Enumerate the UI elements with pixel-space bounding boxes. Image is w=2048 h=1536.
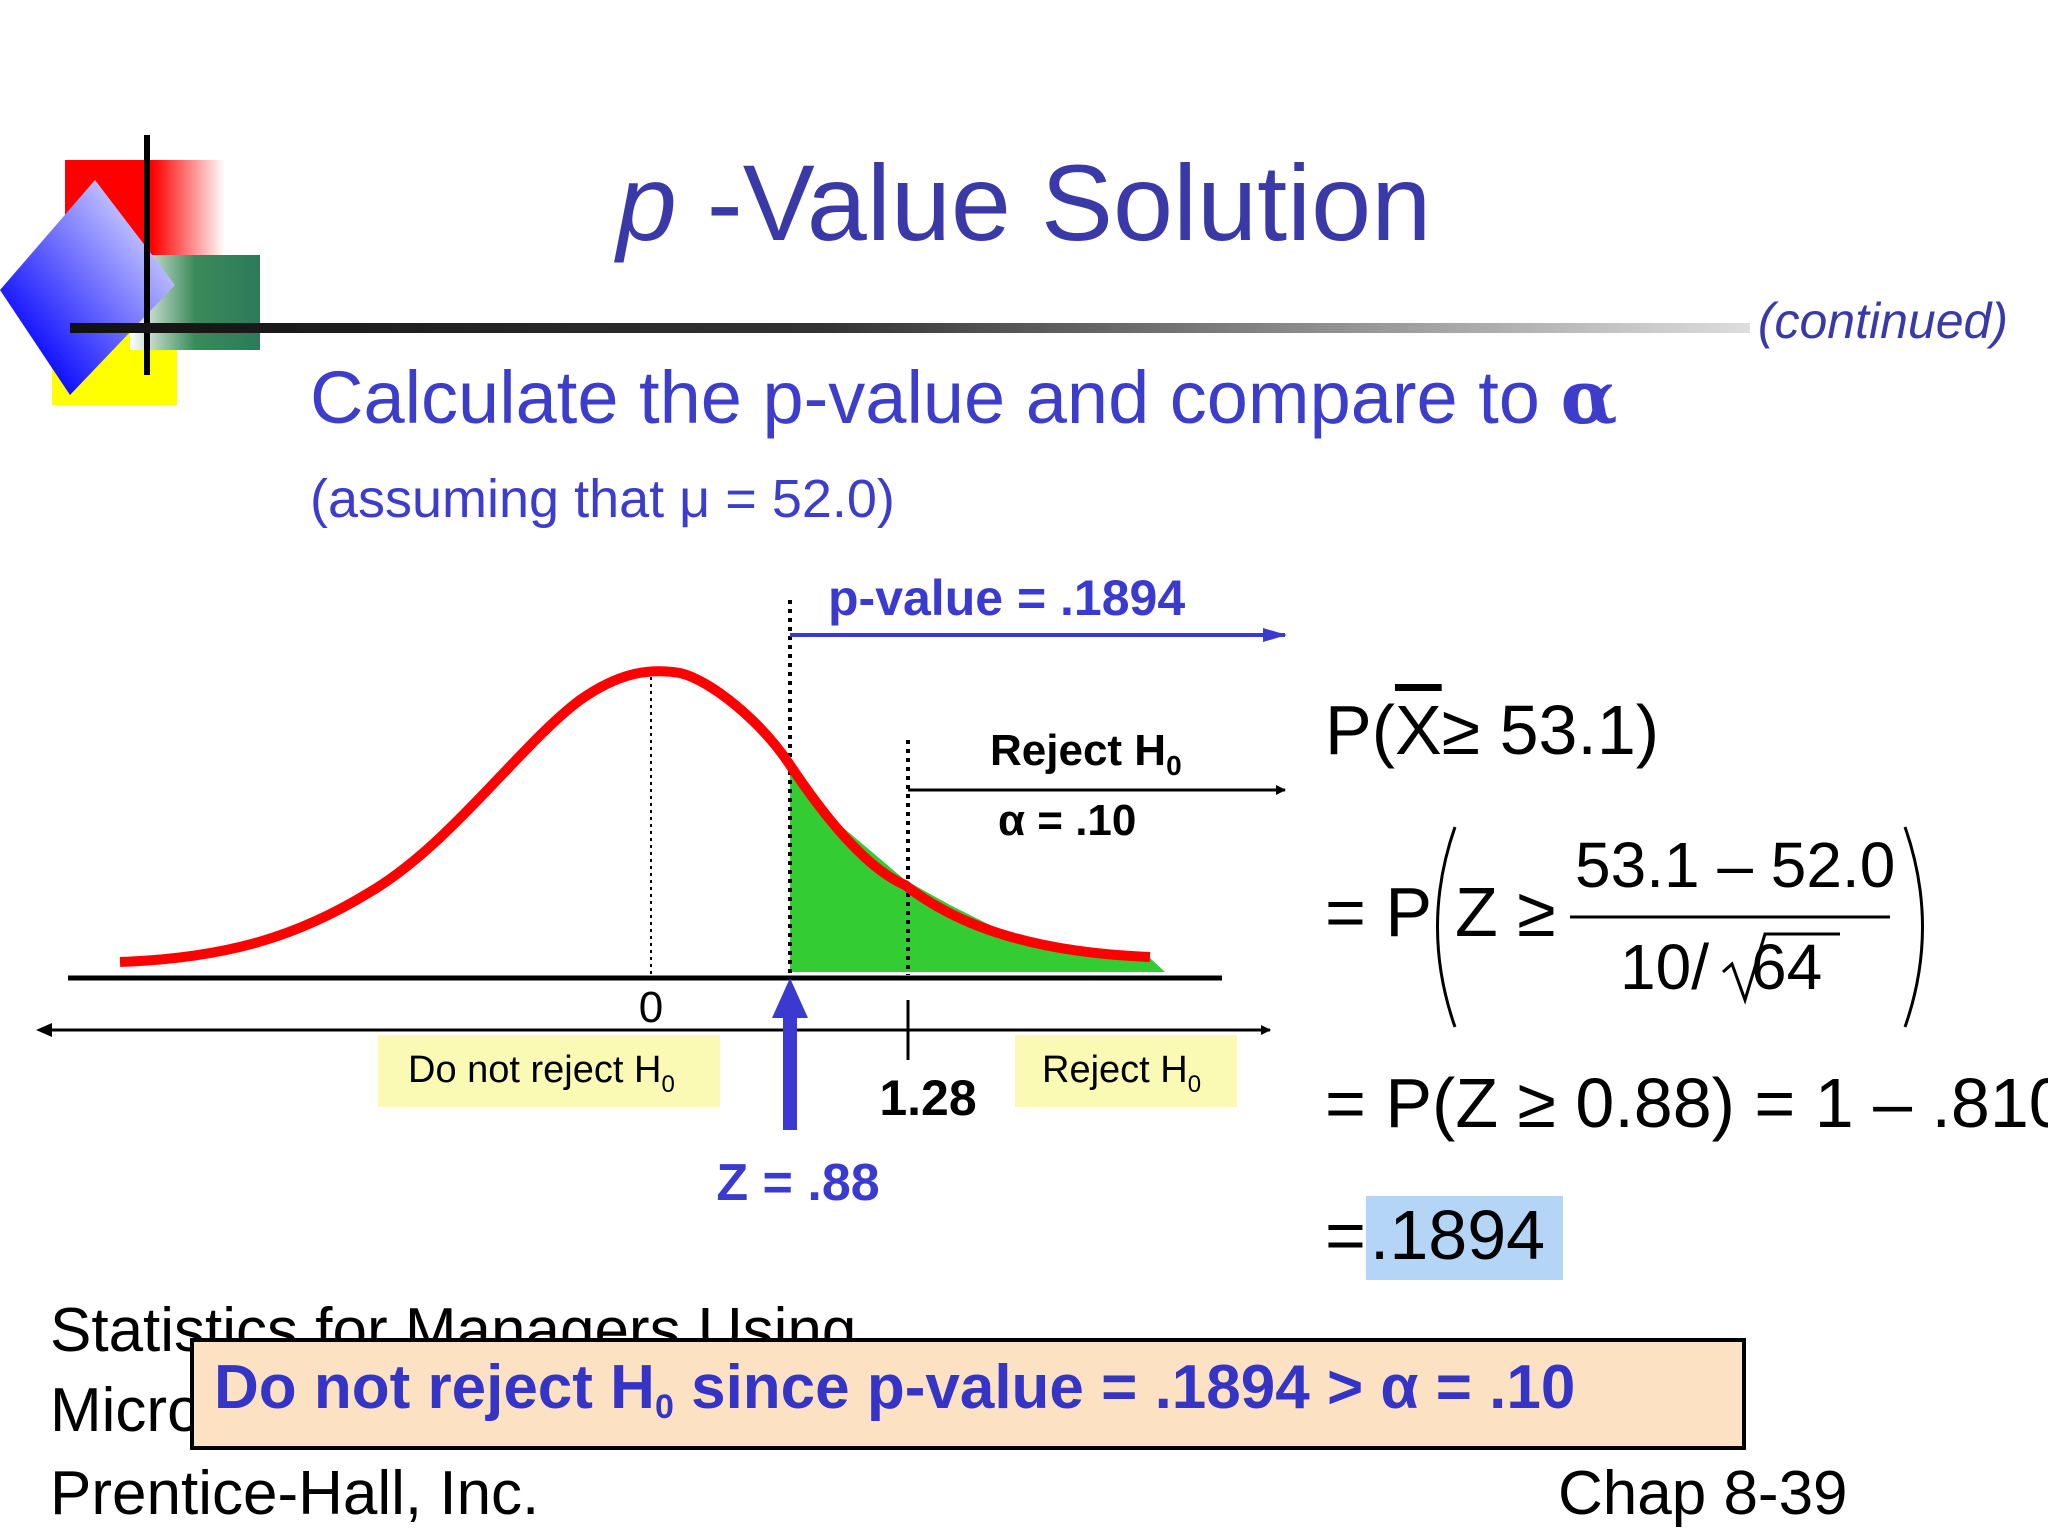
subtitle: Calculate the p-value and compare to α	[310, 355, 1618, 441]
z-axis-left-head	[36, 1023, 52, 1037]
chapter-label: Chap 8-39	[1558, 1459, 1848, 1528]
page-title: p -Value Solution	[616, 142, 1432, 263]
equation-line-3: = P(Z ≥ 0.88) = 1 – .8106	[1325, 1064, 2048, 1142]
reject-box-label: Reject H0	[1042, 1049, 1201, 1098]
assumption-note: (assuming that μ = 52.0)	[310, 469, 895, 529]
reject-box	[1015, 1035, 1237, 1107]
equation-line-4: =.1894	[1325, 1195, 1564, 1280]
continued-note: (continued)	[1757, 293, 2008, 349]
normal-distribution-diagram: p-value = .1894 Reject H0 α = .10 0 Do n…	[36, 570, 1287, 1212]
normal-curve	[119, 666, 1151, 967]
title-rule	[70, 323, 1750, 333]
shaded-region	[790, 765, 1165, 972]
conclusion-box: Do not reject H0 since p-value = .1894 >…	[190, 1338, 1746, 1450]
alpha-label: α = .10	[998, 796, 1136, 845]
equation-fraction-denominator: 10/64	[1620, 931, 1823, 1003]
equation-line-1: P(X≥ 53.1)	[1325, 691, 1660, 769]
critical-value-label: 1.28	[879, 1070, 976, 1126]
equation-fraction-numerator: 53.1 – 52.0	[1575, 829, 1896, 901]
pvalue-highlight: .1894	[1365, 1196, 1564, 1280]
equation-parentheses	[1436, 826, 1924, 1028]
zero-label: 0	[639, 983, 663, 1032]
z-value-label: Z = .88	[716, 1154, 879, 1212]
equation-line-2-z: Z ≥	[1455, 873, 1556, 951]
z-arrow-head	[772, 978, 808, 1018]
do-not-reject-box	[378, 1035, 720, 1107]
do-not-reject-label: Do not reject H0	[408, 1049, 675, 1098]
reject-label: Reject H0	[990, 726, 1182, 781]
equation-line-2-prefix: = P	[1325, 873, 1433, 951]
footer-line-3: Prentice-Hall, Inc.	[50, 1459, 540, 1528]
pvalue-label: p-value = .1894	[828, 570, 1185, 626]
